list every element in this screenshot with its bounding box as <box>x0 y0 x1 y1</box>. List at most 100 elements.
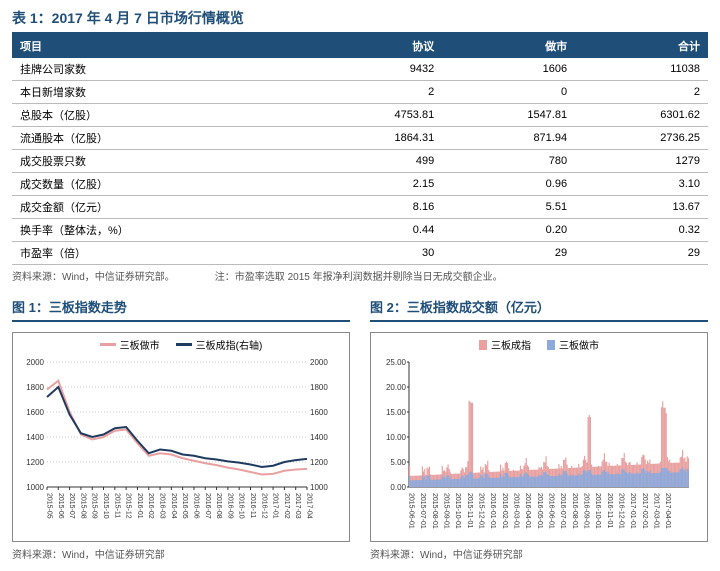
svg-text:1400: 1400 <box>310 433 328 442</box>
svg-text:2015-10-01: 2015-10-01 <box>454 493 461 529</box>
legend-label: 三板做市 <box>120 337 160 352</box>
svg-text:2016-07-01: 2016-07-01 <box>559 493 566 529</box>
svg-text:0.00: 0.00 <box>390 483 406 492</box>
svg-text:2016-09-01: 2016-09-01 <box>583 493 590 529</box>
svg-text:2015-11: 2015-11 <box>113 493 120 518</box>
chart1-legend: 三板做市 三板成指(右轴) <box>17 337 345 352</box>
table-title: 表 1：2017 年 4 月 7 日市场行情概览 <box>12 8 708 34</box>
svg-text:2016-01: 2016-01 <box>136 493 143 519</box>
svg-text:1200: 1200 <box>26 458 44 467</box>
svg-text:2016-05: 2016-05 <box>181 493 188 519</box>
svg-text:1000: 1000 <box>26 483 44 492</box>
svg-text:2015-07: 2015-07 <box>68 493 75 519</box>
svg-text:20.00: 20.00 <box>386 383 407 392</box>
svg-text:1800: 1800 <box>310 383 328 392</box>
svg-text:2016-03-01: 2016-03-01 <box>513 493 520 529</box>
svg-text:2017-02-01: 2017-02-01 <box>641 493 648 529</box>
svg-text:1400: 1400 <box>26 433 44 442</box>
table-row: 本日新增家数202 <box>12 81 708 104</box>
svg-text:2016-12: 2016-12 <box>260 493 267 519</box>
svg-text:2015-09: 2015-09 <box>91 493 98 519</box>
svg-text:15.00: 15.00 <box>386 408 407 417</box>
svg-text:2016-10: 2016-10 <box>238 493 245 519</box>
svg-text:2016-11-01: 2016-11-01 <box>606 493 613 528</box>
svg-text:2015-08-01: 2015-08-01 <box>431 493 438 529</box>
svg-text:2015-10: 2015-10 <box>102 493 109 519</box>
svg-text:10.00: 10.00 <box>386 433 407 442</box>
svg-text:2017-02: 2017-02 <box>283 493 290 519</box>
svg-text:2016-01-01: 2016-01-01 <box>489 493 496 529</box>
table-source: 资料来源：Wind，中信证券研究部。 <box>12 268 175 283</box>
svg-text:25.00: 25.00 <box>386 358 407 367</box>
col-header: 协议 <box>309 34 442 58</box>
col-header: 项目 <box>12 34 309 58</box>
table-row: 换手率（整体法，%）0.440.200.32 <box>12 219 708 242</box>
svg-text:1600: 1600 <box>26 408 44 417</box>
svg-text:2017-04-01: 2017-04-01 <box>664 493 671 529</box>
chart2-svg: 0.00 5.00 10.00 15.00 20.00 25.00 2015-06-01 20… <box>375 358 695 533</box>
chart2-source: 资料来源：Wind，中信证券研究部 <box>370 546 708 561</box>
svg-text:2000: 2000 <box>310 358 328 367</box>
table-row: 挂牌公司家数9432160611038 <box>12 58 708 81</box>
table-row: 成交金额（亿元）8.165.5113.67 <box>12 196 708 219</box>
svg-text:2017-03: 2017-03 <box>294 493 301 519</box>
svg-text:2015-06: 2015-06 <box>57 493 64 519</box>
table-row: 成交股票只数4997801279 <box>12 150 708 173</box>
svg-text:2016-09: 2016-09 <box>226 493 233 519</box>
svg-text:2015-12: 2015-12 <box>125 493 132 519</box>
svg-text:2017-04: 2017-04 <box>306 493 313 519</box>
svg-text:2016-12-01: 2016-12-01 <box>618 493 625 529</box>
table-row: 成交数量（亿股）2.150.963.10 <box>12 173 708 196</box>
svg-text:2015-08: 2015-08 <box>79 493 86 519</box>
legend-item: 三板成指(右轴) <box>176 337 263 352</box>
svg-text:1600: 1600 <box>310 408 328 417</box>
svg-text:2016-08: 2016-08 <box>215 493 222 519</box>
svg-text:2016-02-01: 2016-02-01 <box>501 493 508 529</box>
legend-swatch <box>547 340 555 350</box>
chart2-canvas: 三板成指 三板做市 0.00 5.00 10.00 15.00 20.00 25.00 201… <box>370 332 708 542</box>
svg-text:2016-06-01: 2016-06-01 <box>548 493 555 529</box>
svg-text:2017-01-01: 2017-01-01 <box>629 493 636 529</box>
market-table: 项目协议做市合计 挂牌公司家数9432160611038本日新增家数202总股本… <box>12 34 708 265</box>
svg-text:2017-03-01: 2017-03-01 <box>653 493 660 529</box>
chart1-title: 图 1：三板指数走势 <box>12 297 350 322</box>
svg-text:2015-09-01: 2015-09-01 <box>443 493 450 529</box>
table-row: 总股本（亿股）4753.811547.816301.62 <box>12 104 708 127</box>
svg-text:2016-05-01: 2016-05-01 <box>536 493 543 529</box>
legend-item: 三板成指 <box>479 337 531 352</box>
chart1-canvas: 三板做市 三板成指(右轴) 1000 1000 1200 1200 1400 1400 160… <box>12 332 350 542</box>
svg-text:2016-02: 2016-02 <box>147 493 154 519</box>
legend-item: 三板做市 <box>547 337 599 352</box>
legend-label: 三板成指 <box>491 337 531 352</box>
svg-text:1000: 1000 <box>310 483 328 492</box>
col-header: 合计 <box>575 34 708 58</box>
table-row: 流通股本（亿股）1864.31871.942736.25 <box>12 127 708 150</box>
svg-text:1800: 1800 <box>26 383 44 392</box>
svg-text:2016-10-01: 2016-10-01 <box>594 493 601 529</box>
chart2-legend: 三板成指 三板做市 <box>375 337 703 352</box>
svg-text:2016-03: 2016-03 <box>159 493 166 519</box>
svg-text:2016-04-01: 2016-04-01 <box>524 493 531 529</box>
svg-text:2015-06-01: 2015-06-01 <box>408 493 415 529</box>
table-note: 注：市盈率选取 2015 年报净利润数据并剔除当日无成交额企业。 <box>215 268 503 283</box>
svg-text:1200: 1200 <box>310 458 328 467</box>
svg-text:2015-05: 2015-05 <box>46 493 53 519</box>
svg-text:2015-07-01: 2015-07-01 <box>419 493 426 529</box>
svg-text:2016-08-01: 2016-08-01 <box>571 493 578 529</box>
svg-text:2016-11: 2016-11 <box>249 493 256 518</box>
svg-text:2016-06: 2016-06 <box>192 493 199 519</box>
chart1-svg: 1000 1000 1200 1200 1400 1400 1600 1600 1800 1800… <box>17 358 337 533</box>
legend-label: 三板做市 <box>559 337 599 352</box>
svg-text:5.00: 5.00 <box>390 458 406 467</box>
legend-swatch <box>176 343 192 346</box>
svg-text:2016-07: 2016-07 <box>204 493 211 519</box>
chart1-source: 资料来源：Wind，中信证券研究部 <box>12 546 350 561</box>
table-source-row: 资料来源：Wind，中信证券研究部。 注：市盈率选取 2015 年报净利润数据并… <box>12 268 708 283</box>
legend-swatch <box>100 343 116 346</box>
svg-text:2000: 2000 <box>26 358 44 367</box>
legend-label: 三板成指(右轴) <box>196 337 263 352</box>
chart2-title: 图 2：三板指数成交额（亿元） <box>370 297 708 322</box>
svg-text:2016-04: 2016-04 <box>170 493 177 519</box>
table-row: 市盈率（倍）302929 <box>12 242 708 265</box>
legend-swatch <box>479 340 487 350</box>
